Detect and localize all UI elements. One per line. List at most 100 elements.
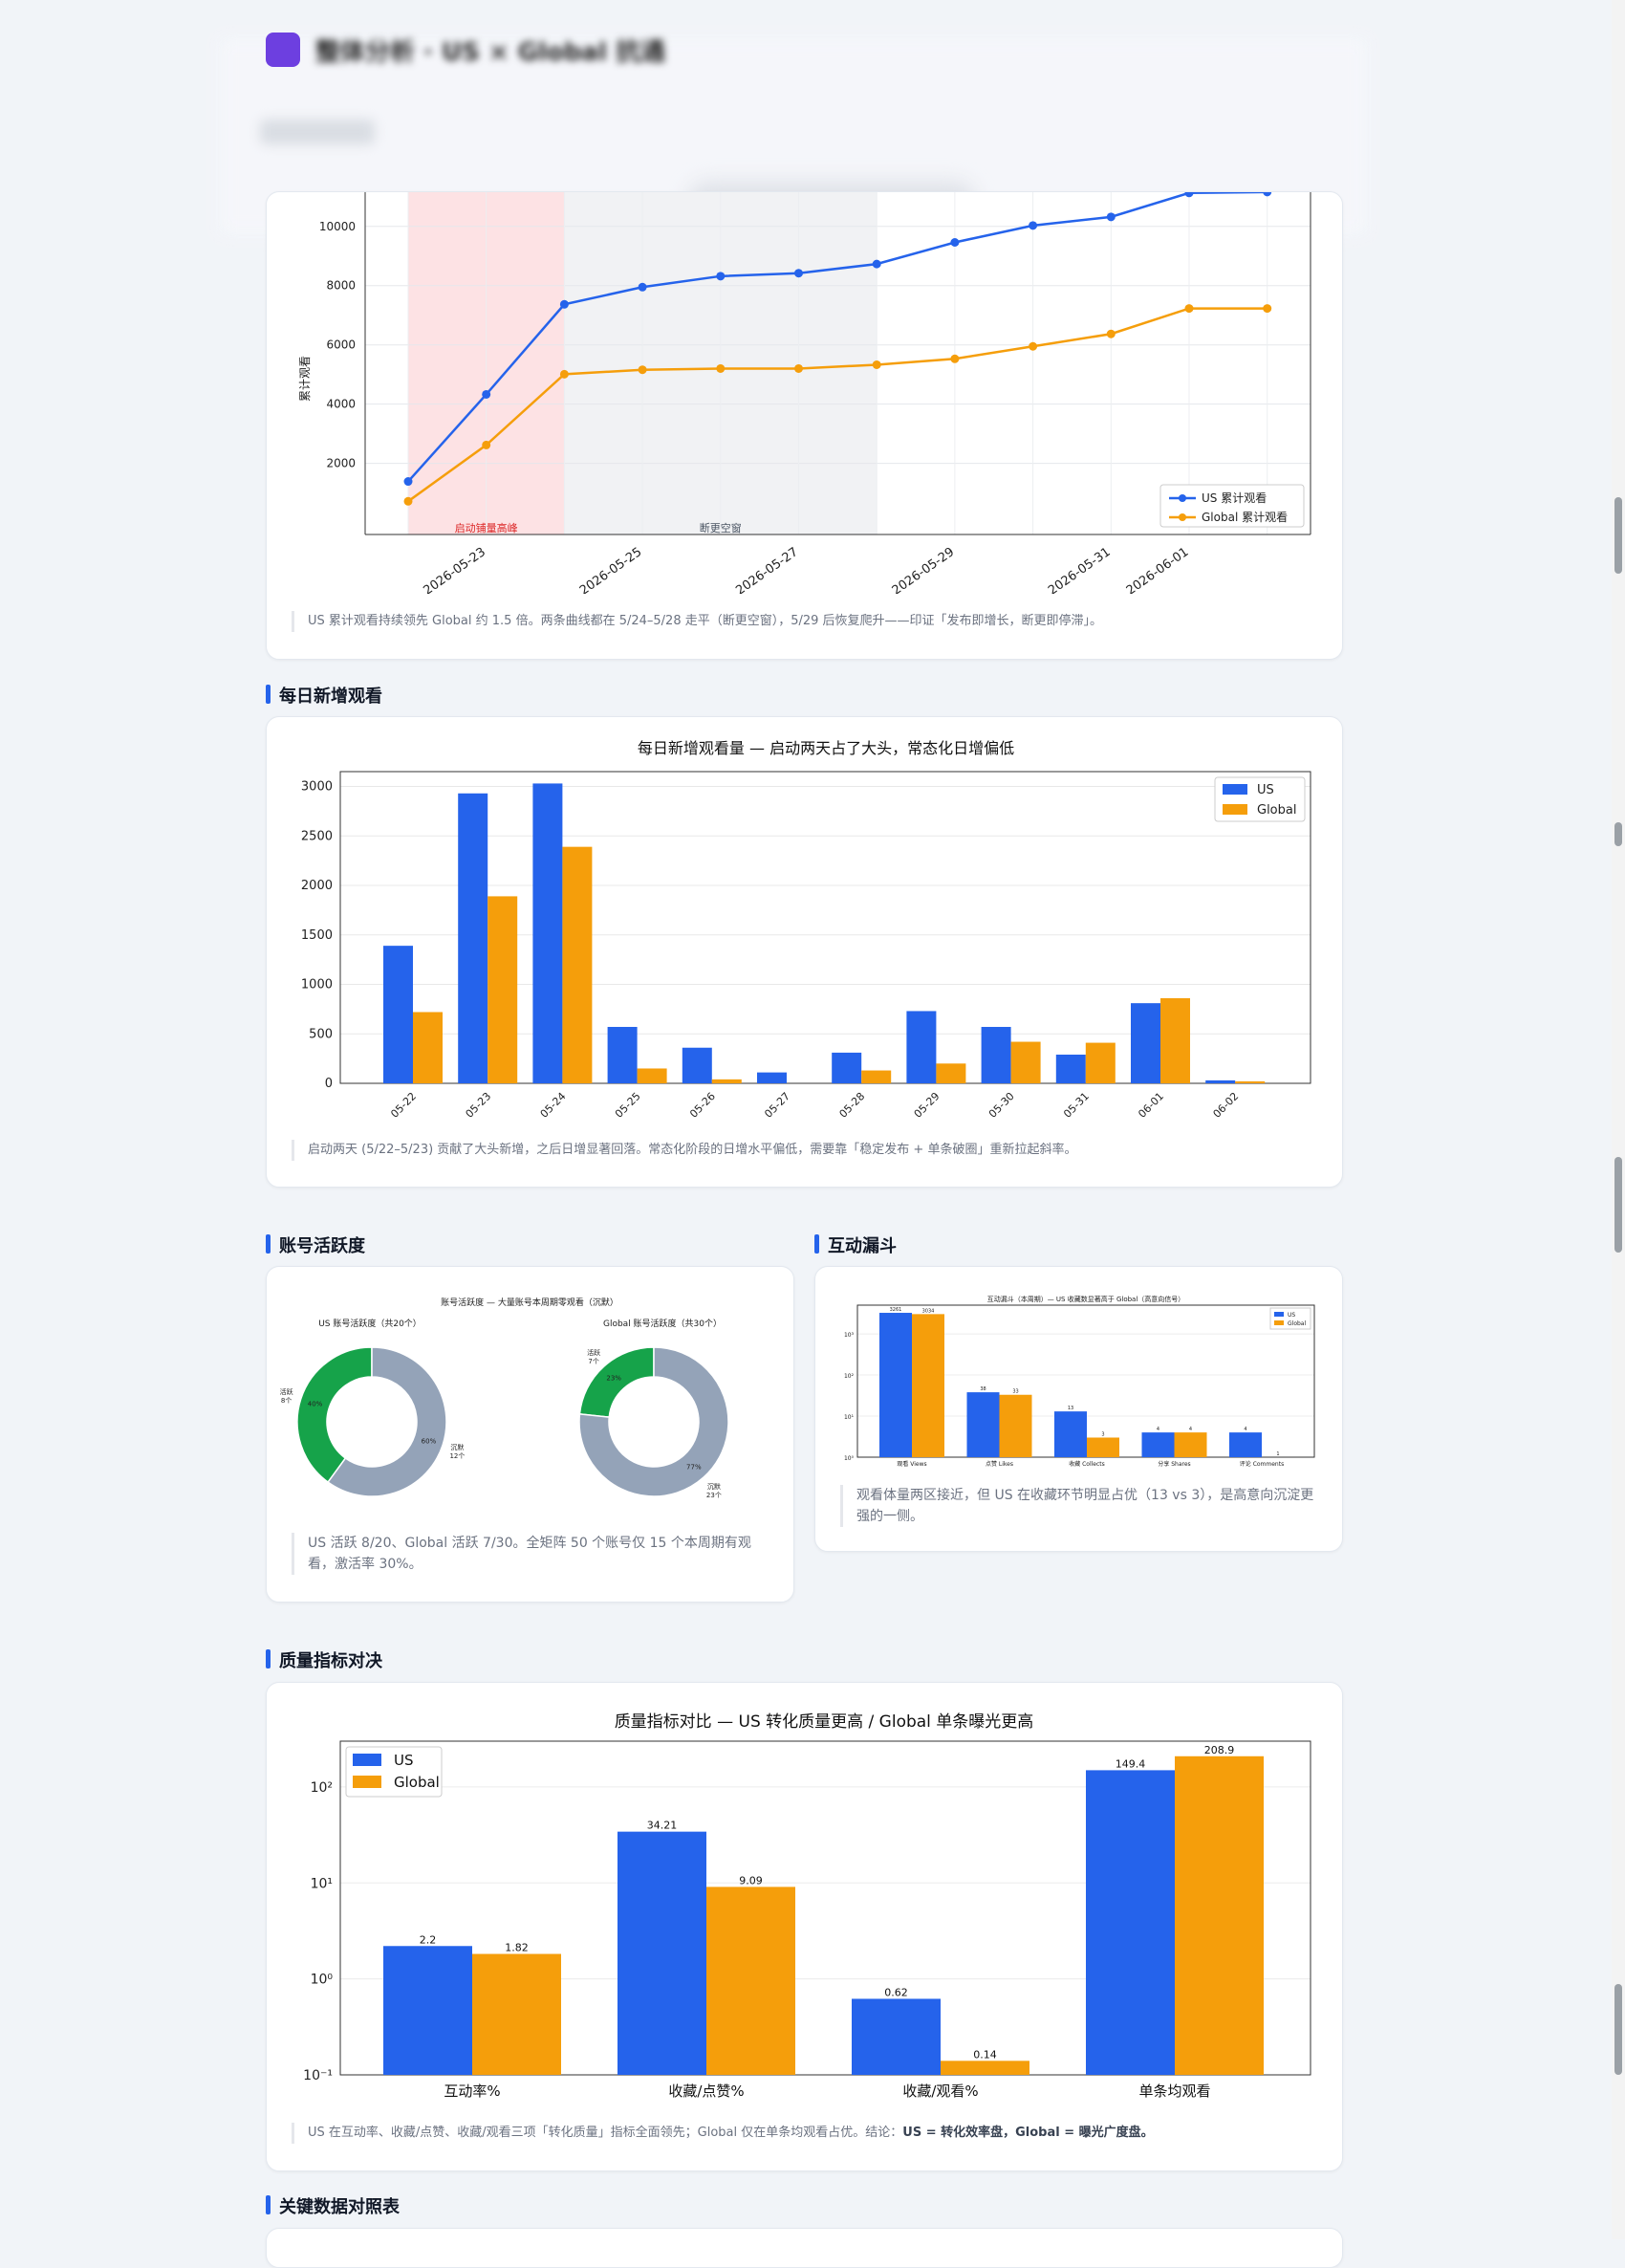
bar (832, 1052, 862, 1083)
activity-note: US 活跃 8/20、Global 活跃 7/30。全矩阵 50 个账号仅 15… (292, 1533, 776, 1575)
donut-slice (578, 1346, 729, 1497)
series-line (407, 307, 1268, 503)
bar (1085, 1042, 1116, 1083)
quality-note-conclusion: US = 转化效率盘，Global = 曝光广度盘。 (902, 2126, 1154, 2140)
x-tick-label: 06-02 (1211, 1090, 1242, 1121)
y-tick-label: 10² (311, 1780, 333, 1796)
bar-value-label: 149.4 (1116, 1757, 1146, 1770)
x-tick-label: 05-30 (986, 1090, 1017, 1121)
data-point (1184, 192, 1194, 198)
scrollbar-thumb[interactable] (1614, 1984, 1622, 2075)
funnel-card: 互动漏斗（本周期）— US 收藏数显著高于 Global（高意向信号） 10⁰ 10… (814, 1266, 1343, 1552)
data-point (1184, 304, 1194, 314)
activity-donut-chart: 账号活跃度 — 大量账号本周期零观看（沉默） US 账号活跃度（共20个） 40% 活… (280, 1297, 729, 1499)
scrollbar-thumb[interactable] (1614, 1157, 1622, 1253)
scrollbar-thumb[interactable] (1614, 497, 1622, 574)
y-axis-label: 累计观看 (298, 356, 312, 402)
bar (852, 1998, 941, 2075)
bar (757, 1072, 787, 1083)
series-line (407, 192, 1268, 483)
x-tick-label: 05-28 (837, 1090, 868, 1121)
x-tick-label: 2026-06-01 (1124, 545, 1192, 594)
daily-bar-chart: 每日新增观看量 — 启动两天占了大头，常态化日增偏低 0 500 1000 1500 20… (301, 739, 1311, 1121)
legend-marker (1179, 494, 1186, 502)
quality-card: 质量指标对比 — US 转化质量更高 / Global 单条曝光更高 10⁻¹ 10… (266, 1682, 1343, 2171)
slice-pct: 40% (308, 1401, 323, 1408)
bar (706, 1886, 795, 2075)
data-point (1263, 192, 1272, 197)
legend-label: US (1257, 783, 1274, 797)
page-scrollbar[interactable] (1612, 0, 1625, 2239)
y-tick-label: 10¹ (844, 1414, 855, 1421)
bar-value-label: 3261 (890, 1307, 902, 1313)
bar (936, 1063, 966, 1083)
chart-title: 每日新增观看量 — 启动两天占了大头，常态化日增偏低 (638, 739, 1014, 757)
bar (1131, 1003, 1160, 1083)
bar-value-label: 13 (1068, 1406, 1073, 1411)
bar (607, 1027, 638, 1083)
bar (618, 1831, 706, 2075)
bar-value-label: 1 (1276, 1451, 1279, 1457)
bar (637, 1068, 667, 1083)
plot-border (339, 771, 1311, 1084)
scrollbar-thumb[interactable] (1614, 822, 1622, 846)
y-tick-label: 10¹ (311, 1876, 333, 1891)
quality-note-text: US 在互动率、收藏/点赞、收藏/观看三项「转化质量」指标全面领先；Global… (308, 2126, 903, 2140)
legend-label: Global 累计观看 (1202, 511, 1288, 524)
bar (1175, 1756, 1264, 2075)
legend-box (1159, 484, 1305, 528)
x-tick-label: 05-25 (613, 1090, 643, 1121)
data-point (1263, 304, 1272, 314)
legend-swatch (353, 1754, 381, 1766)
x-tick-label: 05-26 (687, 1090, 718, 1121)
chart-title: 质量指标对比 — US 转化质量更高 / Global 单条曝光更高 (615, 1712, 1034, 1732)
y-tick-label: 3000 (301, 780, 333, 795)
table-section-title: 关键数据对照表 (266, 2193, 400, 2218)
daily-note: 启动两天 (5/22–5/23) 贡献了大头新增，之后日增显著回落。常态化阶段的… (292, 1140, 1331, 1161)
x-tick-label: 05-22 (388, 1090, 419, 1121)
funnel-section-title: 互动漏斗 (814, 1232, 897, 1257)
chart-title: 账号活跃度 — 大量账号本周期零观看（沉默） (441, 1297, 618, 1308)
bar-value-label: 4 (1189, 1427, 1192, 1432)
data-point (1106, 212, 1116, 222)
table-card (266, 2228, 1343, 2268)
y-tick-label: 2000 (326, 457, 356, 470)
bar (1055, 1054, 1086, 1083)
legend-label: Global (394, 1774, 440, 1791)
data-point (403, 496, 413, 506)
legend-swatch (1223, 804, 1247, 815)
bar (981, 1027, 1011, 1083)
legend-label: US 累计观看 (1202, 491, 1267, 505)
bar (472, 1953, 561, 2075)
data-point (716, 272, 726, 281)
data-point (559, 299, 569, 309)
header-subtitle-blur (260, 120, 375, 144)
y-tick-label: 500 (309, 1027, 333, 1041)
y-tick-label: 6000 (326, 338, 356, 352)
slice-label: 活跃 (587, 1348, 600, 1357)
data-point (403, 477, 413, 487)
bar-value-label: 34.21 (647, 1820, 678, 1832)
x-tick-label: 点赞 Likes (986, 1460, 1013, 1468)
y-tick-label: 10³ (844, 1332, 855, 1339)
donut-title: Global 账号活跃度（共30个） (603, 1318, 722, 1329)
plot-border (339, 1740, 1311, 2076)
data-point (872, 360, 881, 369)
x-tick-label: 分享 Shares (1158, 1460, 1190, 1468)
legend-swatch (353, 1776, 381, 1788)
bar-value-label: 38 (980, 1386, 986, 1392)
slice-label: 沉默 (707, 1482, 721, 1491)
y-tick-label: 10⁰ (311, 1973, 334, 1988)
donut-slice (296, 1346, 373, 1484)
chart-title: 互动漏斗（本周期）— US 收藏数显著高于 Global（高意向信号） (987, 1295, 1185, 1303)
x-tick-label: 05-23 (464, 1090, 494, 1121)
y-tick-label: 1000 (301, 978, 333, 992)
x-tick-label: 05-24 (538, 1090, 569, 1121)
x-tick-label: 06-01 (1136, 1090, 1166, 1121)
x-tick-label: 2026-05-23 (421, 545, 488, 594)
legend-label: US (394, 1752, 414, 1769)
slice-label: 23个 (706, 1492, 722, 1499)
bar-value-label: 208.9 (1204, 1744, 1235, 1756)
cumulative-line-chart: 启动铺量高峰 断更空窗200040006000800010000累计观看2026-… (298, 192, 1311, 594)
x-tick-label: 05-27 (762, 1090, 792, 1121)
